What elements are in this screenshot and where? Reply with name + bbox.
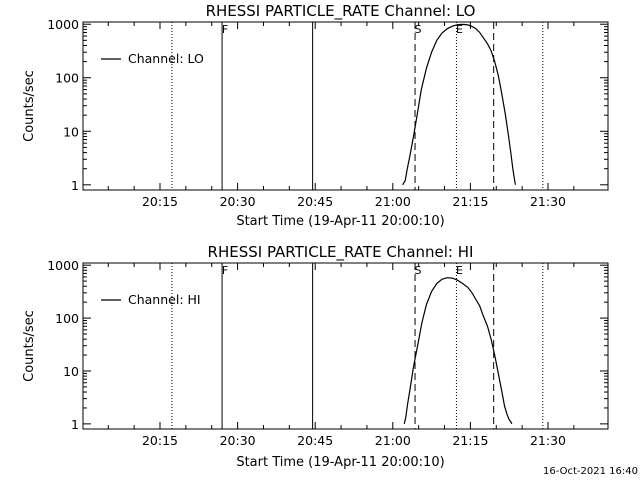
y-tick-label: 10 <box>63 124 79 139</box>
chart-title: RHESSI PARTICLE_RATE Channel: HI <box>208 243 474 262</box>
chart-title: RHESSI PARTICLE_RATE Channel: LO <box>206 2 476 21</box>
x-tick-label: 21:30 <box>530 194 566 209</box>
x-axis-label: Start Time (19-Apr-11 20:00:10) <box>236 455 444 470</box>
y-tick-label: 1 <box>71 178 79 193</box>
x-tick-label: 21:00 <box>375 194 411 209</box>
x-tick-label: 20:15 <box>142 194 178 209</box>
panel-hi: RHESSI PARTICLE_RATE Channel: HI Start Ti… <box>22 243 609 470</box>
marker-label: F <box>222 23 228 36</box>
x-tick-label: 20:45 <box>297 194 333 209</box>
x-axis-label: Start Time (19-Apr-11 20:00:10) <box>236 214 444 229</box>
marker-label: E <box>456 23 463 36</box>
legend-label: Channel: HI <box>128 292 201 307</box>
y-axis-label: Counts/sec <box>22 310 37 382</box>
x-tick-label: 20:30 <box>220 194 256 209</box>
plot-frame <box>82 21 609 191</box>
panel-lo: RHESSI PARTICLE_RATE Channel: LO Start Ti… <box>22 2 609 229</box>
x-tick-label: 21:00 <box>375 433 411 448</box>
series-line <box>403 277 513 425</box>
x-tick-label: 21:30 <box>530 433 566 448</box>
x-tick-label: 21:15 <box>452 433 488 448</box>
x-tick-label: 20:30 <box>220 433 256 448</box>
legend-label: Channel: LO <box>128 51 204 66</box>
marker-label: E <box>456 264 463 277</box>
y-tick-label: 100 <box>55 311 79 326</box>
plot-frame <box>82 262 609 430</box>
y-tick-label: 10 <box>63 364 79 379</box>
y-axis-label: Counts/sec <box>22 70 37 142</box>
footer-timestamp: 16-Oct-2021 16:40 <box>543 466 638 477</box>
y-tick-label: 1000 <box>47 17 79 32</box>
marker-label: S <box>415 264 422 277</box>
series-line <box>402 23 516 186</box>
marker-label: S <box>415 23 422 36</box>
x-tick-label: 21:15 <box>452 194 488 209</box>
x-tick-label: 20:45 <box>297 433 333 448</box>
marker-label: F <box>222 264 228 277</box>
y-tick-label: 1 <box>71 417 79 432</box>
y-tick-label: 1000 <box>47 258 79 273</box>
x-tick-label: 20:15 <box>142 433 178 448</box>
y-tick-label: 100 <box>55 71 79 86</box>
